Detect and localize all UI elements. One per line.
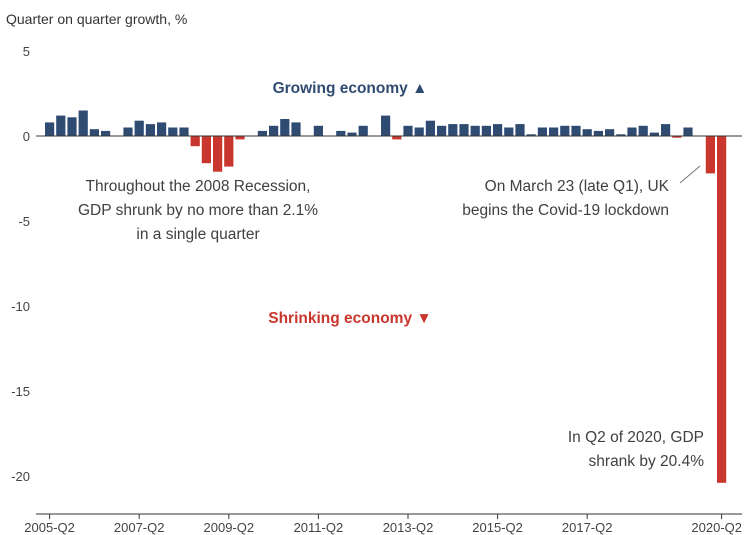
bar-2018-Q4 [649,132,659,136]
y-axis-title: Quarter on quarter growth, % [6,11,187,27]
bar-2009-Q2 [224,136,234,167]
bar-2010-Q3 [280,119,290,136]
x-tick-label: 2009-Q2 [204,520,255,535]
y-tick-label: 5 [23,44,30,59]
recession-annotation-line-2: GDP shrunk by no more than 2.1% [78,202,318,219]
x-tick-label: 2020-Q2 [691,520,742,535]
bar-2014-Q1 [437,125,447,136]
bar-2015-Q3 [504,127,514,136]
bar-2017-Q2 [582,129,592,136]
bar-2006-Q2 [89,129,99,136]
bar-2012-Q2 [358,125,368,136]
bar-2012-Q1 [347,132,357,136]
bar-2014-Q3 [459,124,469,136]
x-tick-label: 2013-Q2 [383,520,434,535]
y-tick-label: -15 [11,384,30,399]
y-axis: 5 0 -5 -10 -15 -20 [11,44,30,484]
bar-2008-Q3 [190,136,200,147]
bar-2019-Q2 [672,136,682,138]
x-tick-label: 2007-Q2 [114,520,165,535]
bar-2019-Q3 [683,127,693,136]
bar-2016-Q4 [560,125,570,136]
bar-2010-Q1 [257,130,267,136]
bar-2013-Q4 [425,120,435,136]
bar-2017-Q4 [605,129,615,136]
bar-2012-Q4 [381,115,391,136]
q2-2020-annotation-line-2: shrank by 20.4% [589,453,705,470]
recession-annotation-line-3: in a single quarter [136,226,259,243]
bar-2015-Q2 [493,124,503,136]
bar-2011-Q4 [336,130,346,136]
bar-2008-Q2 [179,127,189,136]
bar-2013-Q3 [414,127,424,136]
bar-2007-Q4 [157,122,167,136]
x-tick-label: 2005-Q2 [24,520,75,535]
bar-2006-Q3 [101,130,111,136]
bar-2011-Q2 [313,125,323,136]
x-tick-label: 2011-Q2 [294,520,344,535]
x-axis: 2005-Q2 2007-Q2 2009-Q2 2011-Q2 2013-Q2 2015-… [24,514,742,535]
bar-2007-Q2 [134,120,144,136]
bar-2008-Q1 [168,127,178,136]
bar-2008-Q4 [201,136,211,164]
y-tick-label: -20 [11,469,30,484]
bar-2010-Q2 [269,125,279,136]
bar-2013-Q2 [403,125,413,136]
bar-2005-Q4 [67,117,77,136]
bar-2016-Q3 [549,127,559,136]
bar-2005-Q2 [45,122,55,136]
bar-2006-Q1 [78,110,88,136]
bar-2010-Q4 [291,122,301,136]
bar-2018-Q1 [616,134,626,136]
bar-2019-Q1 [661,124,671,136]
x-tick-label: 2017-Q2 [562,520,613,535]
lockdown-annotation-line-1: On March 23 (late Q1), UK [485,178,670,195]
recession-annotation-line-1: Throughout the 2008 Recession, [86,178,311,195]
bar-2013-Q1 [392,136,402,140]
bar-2020-Q1 [705,136,715,174]
bar-2017-Q1 [571,125,581,136]
bar-2017-Q3 [593,130,603,136]
lockdown-annotation-line-2: begins the Covid-19 lockdown [462,202,669,219]
lockdown-leader-line [679,165,701,184]
bar-2009-Q1 [213,136,223,172]
bar-2007-Q1 [123,127,133,136]
bar-2014-Q2 [448,124,458,136]
bar-2016-Q2 [537,127,547,136]
y-tick-label: -10 [11,299,30,314]
bar-2020-Q2 [717,136,727,483]
shrinking-economy-callout: Shrinking economy ▼ [268,310,431,327]
bar-2005-Q3 [56,115,66,136]
growing-economy-callout: Growing economy ▲ [273,80,428,97]
x-tick-label: 2015-Q2 [472,520,523,535]
bar-2015-Q4 [515,124,525,136]
q2-2020-annotation-line-1: In Q2 of 2020, GDP [568,429,704,446]
bar-2007-Q3 [145,124,155,136]
bar-2018-Q2 [627,127,637,136]
y-tick-label: -5 [18,214,30,229]
bar-2018-Q3 [638,125,648,136]
bar-2014-Q4 [470,125,480,136]
y-tick-label: 0 [23,129,30,144]
bars [45,110,727,483]
bar-2015-Q1 [481,125,491,136]
bar-2016-Q1 [526,134,536,136]
bar-2009-Q3 [235,136,245,140]
